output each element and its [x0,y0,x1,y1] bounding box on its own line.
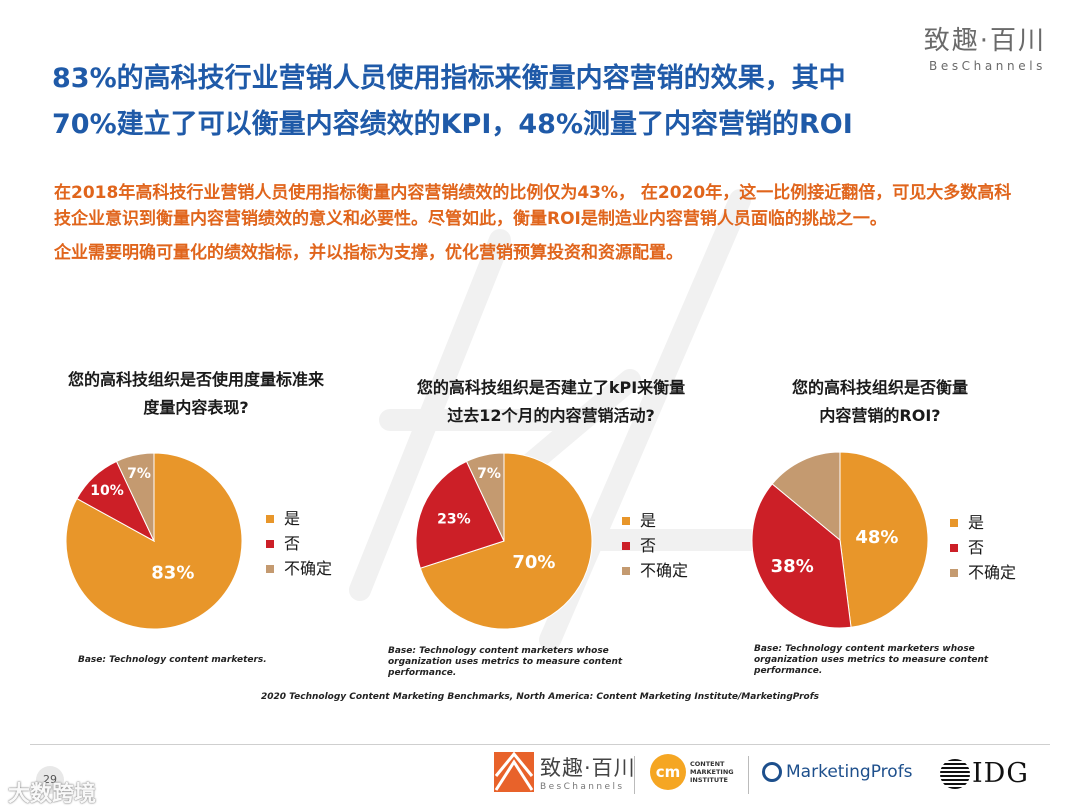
chart2-base-note: Base: Technology content marketers whose… [388,646,622,679]
legend-item-no: 否 [950,535,1016,560]
pie-label-no: 23% [437,511,471,527]
legend-item-unsure: 不确定 [950,560,1016,585]
footer-divider [30,744,1050,745]
chart1-title-line-1: 您的高科技组织是否使用度量标准来 [67,370,324,389]
chart1-title-line-2: 度量内容表现? [143,398,249,417]
cmi-logo: cm CONTENT MARKETING INSTITUTE [650,754,734,790]
pie-slice-no [751,483,852,629]
legend-item-yes: 是 [622,508,688,533]
legend-item-no: 否 [266,531,332,556]
legend-item-no: 否 [622,533,688,558]
chart2-base-line-1: Base: Technology content marketers whose [388,646,609,656]
source-note: 2020 Technology Content Marketing Benchm… [260,692,819,702]
chart3-base-line-1: Base: Technology content marketers whose [754,644,975,654]
cmi-line-2: MARKETING [690,768,734,776]
pie-slice-yes [839,451,929,628]
legend-item-yes: 是 [950,510,1016,535]
brand-logo: 致趣·百川 BesChannels [924,20,1046,73]
legend-swatch-yes [266,514,274,523]
logo1-cn: 致趣·百川 [540,756,636,780]
legend-swatch-unsure [266,564,274,573]
body-paragraph-1: 在2018年高科技行业营销人员使用指标衡量内容营销绩效的比例仅为43%， 在20… [54,183,1012,229]
chart1-pie: 83% 10%7% [65,452,243,630]
pie-slice-unsure [771,451,841,542]
chart3-title-line-1: 您的高科技组织是否衡量 [791,378,968,397]
chart3-base-line-2: organization uses metrics to measure con… [754,655,989,665]
marketingprofs-mark-icon [762,762,782,782]
pie-label-unsure: 7% [477,466,501,482]
chart2-base-line-3: performance. [388,668,457,678]
cmi-line-1: CONTENT [690,760,725,768]
pie-label-no: 38% [771,556,814,577]
brand-en: BesChannels [929,59,1046,73]
page-number: 29 [36,766,64,794]
pie-label-no: 10% [90,483,124,499]
cmi-mark-icon: cm [650,754,686,790]
chart2-base-line-2: organization uses metrics to measure con… [388,657,623,667]
marketingprofs-logo: MarketingProfs [762,762,913,782]
body-paragraph-2: 企业需要明确可量化的绩效指标，并以指标为支撑，优化营销预算投资和资源配置。 [54,243,683,263]
pie-label-unsure: 7% [127,466,151,482]
legend-item-yes: 是 [266,506,332,531]
logo1-en: BesChannels [540,782,625,792]
beschannels-mark-icon [494,752,534,792]
marketingprofs-text: MarketingProfs [786,762,913,782]
chart1-base-line-1: Base: Technology content marketers. [78,655,267,665]
legend-item-unsure: 不确定 [622,558,688,583]
chart3-title-line-2: 内容营销的ROI? [819,406,941,425]
legend-label-no: 否 [968,538,985,557]
legend-swatch-no [950,543,958,552]
pie-slice-yes [419,452,593,630]
pie-slice-unsure [465,452,505,542]
beschannels-logo: 致趣·百川 BesChannels [494,752,636,792]
chart2-legend: 是 否 不确定 [622,508,688,583]
legend-label-unsure: 不确定 [284,559,333,578]
chart3-legend: 是 否 不确定 [950,510,1016,585]
legend-swatch-unsure [950,568,958,577]
legend-label-unsure: 不确定 [640,561,689,580]
legend-label-no: 否 [640,536,657,555]
chart1-title: 您的高科技组织是否使用度量标准来 度量内容表现? [38,366,354,422]
title-line-2: 70%建立了可以衡量内容绩效的KPI，48%测量了内容营销的ROI [52,109,853,140]
pie-label-yes: 70% [512,552,555,573]
idg-globe-icon [940,758,970,789]
legend-label-no: 否 [284,534,301,553]
legend-item-unsure: 不确定 [266,556,332,581]
legend-label-yes: 是 [968,513,985,532]
watermark-text: 大数跨境 [8,782,97,807]
legend-label-yes: 是 [284,509,301,528]
legend-swatch-yes [622,516,630,525]
legend-swatch-no [622,541,630,550]
idg-logo: IDG [940,758,1029,789]
page-title: 83%的高科技行业营销人员使用指标来衡量内容营销的效果，其中 70%建立了可以衡… [52,56,932,148]
chart2-title-line-2: 过去12个月的内容营销活动? [447,406,655,425]
legend-swatch-unsure [622,566,630,575]
legend-swatch-no [266,539,274,548]
chart3-pie: 48% 38% [751,451,929,629]
body-text: 在2018年高科技行业营销人员使用指标衡量内容营销绩效的比例仅为43%， 在20… [54,180,1014,266]
chart1-legend: 是 否 不确定 [266,506,332,581]
chart3-base-line-3: performance. [754,666,823,676]
pie-label-yes: 83% [151,562,194,583]
pie-slice-unsure [115,452,155,542]
pie-label-yes: 48% [855,527,898,548]
cmi-line-3: INSTITUTE [690,776,728,784]
chart2-title-line-1: 您的高科技组织是否建立了kPI来衡量 [416,378,686,397]
legend-label-unsure: 不确定 [968,563,1017,582]
chart2-pie: 70% 23% 7% [415,452,593,630]
chart1-base-note: Base: Technology content marketers. [78,655,267,666]
brand-cn: 致趣·百川 [923,26,1046,56]
title-line-1: 83%的高科技行业营销人员使用指标来衡量内容营销的效果，其中 [52,63,846,94]
legend-swatch-yes [950,518,958,527]
chart2-title: 您的高科技组织是否建立了kPI来衡量 过去12个月的内容营销活动? [386,374,716,430]
logo-separator [748,756,749,794]
legend-label-yes: 是 [640,511,657,530]
chart3-base-note: Base: Technology content marketers whose… [754,644,988,677]
idg-text: IDG [972,758,1029,789]
pie-slice-no [415,460,505,569]
logo-separator [634,756,635,794]
chart3-title: 您的高科技组织是否衡量 内容营销的ROI? [760,374,1000,430]
